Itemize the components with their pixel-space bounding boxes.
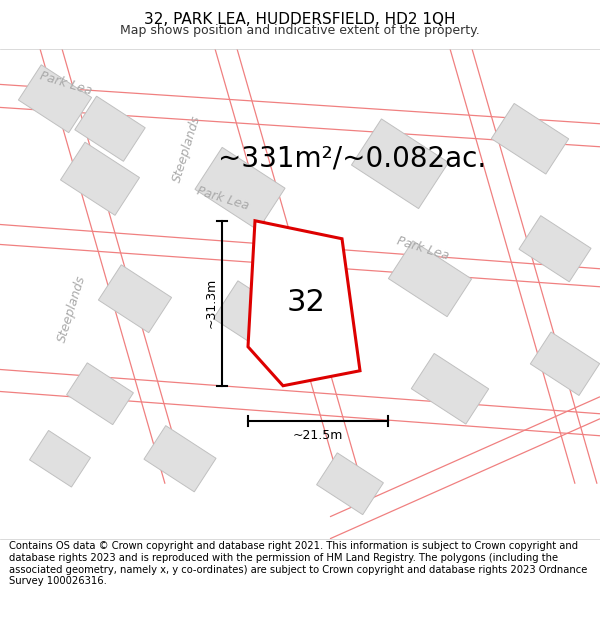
- Polygon shape: [98, 265, 172, 332]
- Text: ~31.3m: ~31.3m: [205, 278, 218, 328]
- Text: Map shows position and indicative extent of the property.: Map shows position and indicative extent…: [120, 24, 480, 36]
- Text: Steeplands: Steeplands: [55, 274, 88, 344]
- Text: ~331m²/~0.082ac.: ~331m²/~0.082ac.: [218, 145, 486, 172]
- Text: 32, PARK LEA, HUDDERSFIELD, HD2 1QH: 32, PARK LEA, HUDDERSFIELD, HD2 1QH: [144, 12, 456, 27]
- Polygon shape: [214, 281, 296, 357]
- Text: Park Lea: Park Lea: [195, 184, 250, 213]
- Polygon shape: [317, 453, 383, 514]
- Polygon shape: [352, 119, 449, 209]
- Text: ~21.5m: ~21.5m: [293, 429, 343, 442]
- Polygon shape: [29, 431, 91, 487]
- Polygon shape: [67, 363, 133, 424]
- Polygon shape: [388, 241, 472, 317]
- Text: Park Lea: Park Lea: [395, 234, 451, 263]
- Polygon shape: [144, 426, 216, 492]
- Text: Contains OS data © Crown copyright and database right 2021. This information is : Contains OS data © Crown copyright and d…: [9, 541, 587, 586]
- Polygon shape: [75, 96, 145, 161]
- Polygon shape: [491, 103, 569, 174]
- Polygon shape: [248, 221, 360, 386]
- Polygon shape: [195, 148, 285, 230]
- Polygon shape: [530, 332, 599, 396]
- Polygon shape: [412, 353, 488, 424]
- Polygon shape: [19, 65, 92, 132]
- Text: Park Lea: Park Lea: [38, 69, 94, 98]
- Polygon shape: [61, 142, 140, 216]
- Text: Steeplands: Steeplands: [170, 114, 203, 184]
- Polygon shape: [519, 216, 591, 282]
- Text: 32: 32: [286, 288, 325, 317]
